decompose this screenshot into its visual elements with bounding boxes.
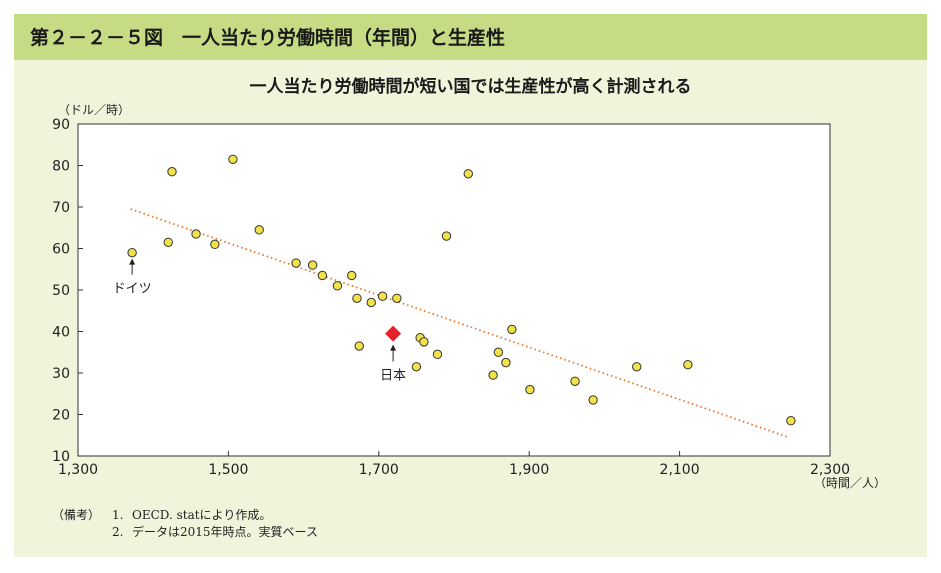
note-text: データは2015年時点。実質ベース <box>132 525 318 539</box>
data-point <box>352 293 362 303</box>
data-point <box>366 297 376 308</box>
y-tick-label: 10 <box>52 449 70 465</box>
figure-panel: 第２－２－５図 一人当たり労働時間（年間）と生産性 一人当たり労働時間が短い国で… <box>14 14 927 557</box>
x-tick-label: 1,500 <box>208 462 248 478</box>
plot-area <box>77 123 831 457</box>
data-point <box>632 362 642 372</box>
data-point <box>307 260 318 270</box>
data-point <box>317 270 328 281</box>
data-point <box>463 169 473 179</box>
data-point <box>291 258 301 268</box>
data-point <box>210 239 220 250</box>
notes-label: （備考） <box>52 508 101 522</box>
data-point <box>163 237 173 247</box>
data-point <box>493 347 504 357</box>
y-tick-label: 80 <box>52 159 70 175</box>
data-point <box>570 376 580 386</box>
x-tick-label: 2,100 <box>660 462 700 478</box>
data-point <box>432 349 443 360</box>
data-point <box>332 281 343 291</box>
data-point <box>786 416 796 426</box>
japan-arrowhead <box>390 344 397 351</box>
data-point <box>377 291 388 301</box>
y-tick-label: 30 <box>52 366 70 382</box>
data-point <box>347 270 357 281</box>
japan-label: 日本 <box>380 369 406 384</box>
figure-title: 第２－２－５図 一人当たり労働時間（年間）と生産性 <box>30 27 506 49</box>
data-point <box>127 247 137 258</box>
data-point <box>354 341 364 351</box>
figure-title-bar: 第２－２－５図 一人当たり労働時間（年間）と生産性 <box>14 14 927 60</box>
germany-label: ドイツ <box>113 282 152 297</box>
x-tick-label: 1,900 <box>509 462 549 478</box>
data-point <box>167 167 177 177</box>
x-tick-label: 1,700 <box>359 462 399 478</box>
x-tick-label: 2,300 <box>810 462 850 478</box>
data-point <box>525 384 535 395</box>
data-point <box>411 362 422 372</box>
note-row-1: （備考） 1. OECD. statにより作成。 <box>52 507 318 524</box>
note-number: 2. <box>112 525 124 539</box>
data-point <box>507 324 517 335</box>
data-point <box>392 293 402 303</box>
notes: （備考） 1. OECD. statにより作成。 2. データは2015年時点。実質ベ… <box>52 507 318 541</box>
x-axis-unit: （時間／人） <box>814 476 886 490</box>
data-point <box>441 231 452 241</box>
chart-subtitle: 一人当たり労働時間が短い国では生産性が高く計測される <box>249 77 692 97</box>
germany-arrowhead <box>129 258 136 265</box>
y-tick-label: 40 <box>52 325 70 341</box>
y-tick-label: 60 <box>52 242 70 258</box>
germany-annotation: ドイツ <box>113 258 152 297</box>
y-tick-label: 70 <box>52 200 70 216</box>
y-axis-unit: （ドル／時） <box>58 103 130 117</box>
note-text: OECD. statにより作成。 <box>132 508 272 522</box>
japan-marker <box>385 325 402 342</box>
data-point <box>191 229 201 239</box>
japan-annotation: 日本 <box>380 325 406 384</box>
y-axis: 10 20 30 40 50 60 70 80 90 <box>52 117 83 465</box>
data-point <box>683 360 693 370</box>
note-number: 1. <box>112 508 124 522</box>
data-point <box>488 370 498 380</box>
x-axis: 1,300 1,500 1,700 1,900 2,100 2,300 <box>58 451 850 478</box>
y-tick-label: 20 <box>52 408 70 424</box>
data-point <box>419 337 429 347</box>
note-row-2: 2. データは2015年時点。実質ベース <box>52 524 318 541</box>
scatter-chart: 10 20 30 40 50 60 70 80 90 1,300 1,500 1,700 1,900 2… <box>52 103 886 490</box>
data-points <box>127 154 796 426</box>
data-point <box>228 154 238 164</box>
y-tick-label: 50 <box>52 283 70 299</box>
data-point <box>588 395 598 405</box>
x-tick-label: 1,300 <box>58 462 98 478</box>
data-point <box>254 225 264 235</box>
y-tick-label: 90 <box>52 117 70 133</box>
data-point <box>501 357 511 368</box>
